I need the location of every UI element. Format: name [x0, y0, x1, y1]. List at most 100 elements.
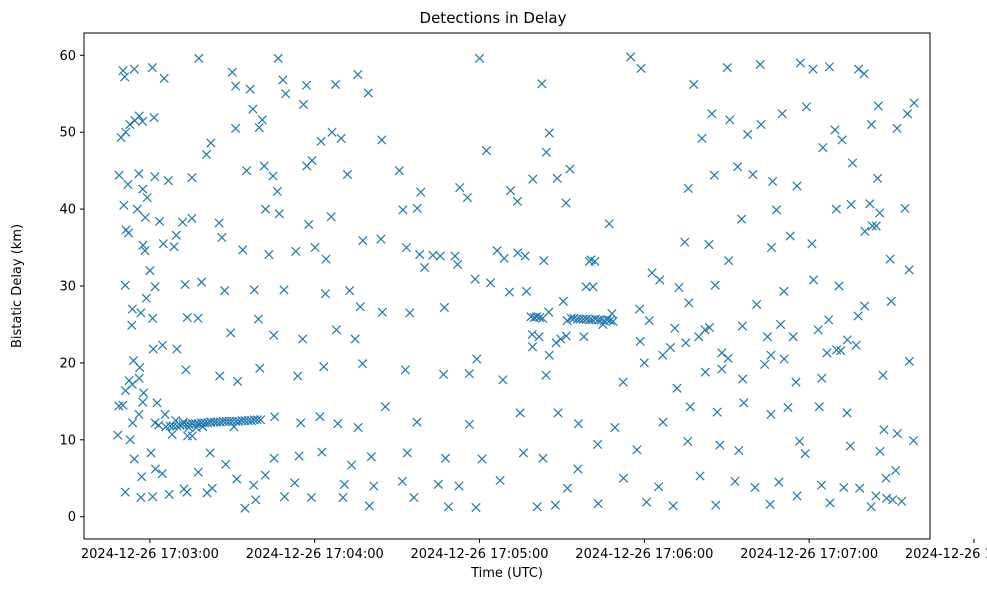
data-point [179, 484, 189, 494]
data-point [150, 464, 161, 474]
data-point [172, 421, 182, 431]
data-point [791, 377, 801, 387]
data-point [684, 298, 694, 308]
data-point [771, 205, 782, 215]
data-point [685, 402, 695, 412]
data-point [641, 497, 652, 507]
data-point [260, 470, 270, 480]
data-point [452, 259, 463, 270]
data-point [561, 331, 571, 341]
data-point [733, 162, 743, 172]
x-tick-label: 2024-12-26 17:06:00 [575, 547, 713, 562]
data-point [605, 315, 615, 326]
data-point [470, 274, 480, 284]
data-point [853, 64, 864, 74]
data-point [439, 302, 449, 313]
data-point [766, 409, 776, 420]
data-point [816, 480, 827, 490]
data-point [697, 133, 707, 143]
data-point [220, 285, 230, 296]
data-point [538, 313, 548, 323]
data-point [440, 453, 451, 463]
data-point [138, 397, 148, 407]
data-point [147, 62, 158, 73]
data-point [742, 129, 753, 140]
y-tick-label: 20 [59, 356, 76, 371]
data-point [364, 501, 375, 511]
data-point [306, 492, 317, 503]
y-tick-label: 10 [59, 433, 76, 448]
data-point [783, 402, 793, 413]
data-point [171, 230, 181, 240]
data-point [477, 454, 487, 464]
data-point [357, 359, 368, 369]
data-point [527, 329, 537, 340]
data-point [777, 109, 787, 119]
data-point [860, 226, 870, 237]
data-point [129, 64, 139, 74]
data-point [604, 219, 614, 229]
data-point [270, 412, 280, 422]
data-point [301, 80, 312, 90]
data-point [558, 296, 568, 307]
data-point [680, 237, 690, 247]
x-tick-label: 2024-12-26 17:07:00 [740, 547, 878, 562]
data-point [113, 430, 123, 440]
data-point [245, 84, 255, 94]
data-point [541, 147, 551, 157]
data-point [872, 173, 883, 183]
data-point [464, 419, 474, 430]
y-axis-title: Bistatic Delay (km) [10, 224, 25, 348]
data-point [658, 417, 668, 427]
data-point [259, 161, 269, 171]
plot-frame [83, 32, 931, 540]
data-point [193, 313, 203, 323]
data-point [138, 184, 148, 194]
data-point [814, 402, 824, 412]
data-point [344, 285, 355, 296]
data-point [127, 304, 137, 314]
data-point [897, 496, 907, 506]
data-point [566, 313, 576, 323]
data-point [586, 255, 596, 265]
data-point [734, 445, 744, 456]
data-point [394, 166, 404, 176]
data-point [409, 492, 419, 503]
data-point [412, 417, 422, 427]
y-tick-label: 0 [68, 510, 76, 525]
data-point [333, 419, 343, 429]
data-point [892, 429, 902, 439]
data-point [415, 249, 425, 260]
data-point [298, 334, 308, 344]
data-point [855, 483, 865, 493]
data-point [900, 203, 910, 213]
data-point [860, 301, 870, 311]
data-point [700, 325, 710, 335]
data-point [766, 242, 777, 253]
data-point [363, 88, 373, 98]
data-point [257, 115, 267, 125]
data-markers [113, 52, 919, 513]
data-point [398, 205, 408, 215]
data-point [377, 135, 387, 145]
data-point [215, 371, 225, 381]
data-point [464, 369, 474, 379]
data-point [346, 460, 357, 470]
x-tick-label: 2024-12-26 17:04:00 [246, 547, 384, 562]
data-point [369, 481, 379, 491]
data-point [504, 287, 515, 297]
data-point [541, 370, 551, 380]
data-point [181, 365, 191, 375]
data-point [377, 307, 387, 317]
data-point [140, 212, 150, 223]
data-point [610, 422, 620, 433]
data-point [134, 169, 144, 179]
data-point [138, 240, 148, 250]
x-tick-label: 2024-12-26 17:08:00 [905, 547, 987, 562]
data-point [273, 53, 283, 64]
data-point [750, 482, 760, 493]
data-point [800, 449, 810, 459]
data-point [644, 315, 654, 326]
